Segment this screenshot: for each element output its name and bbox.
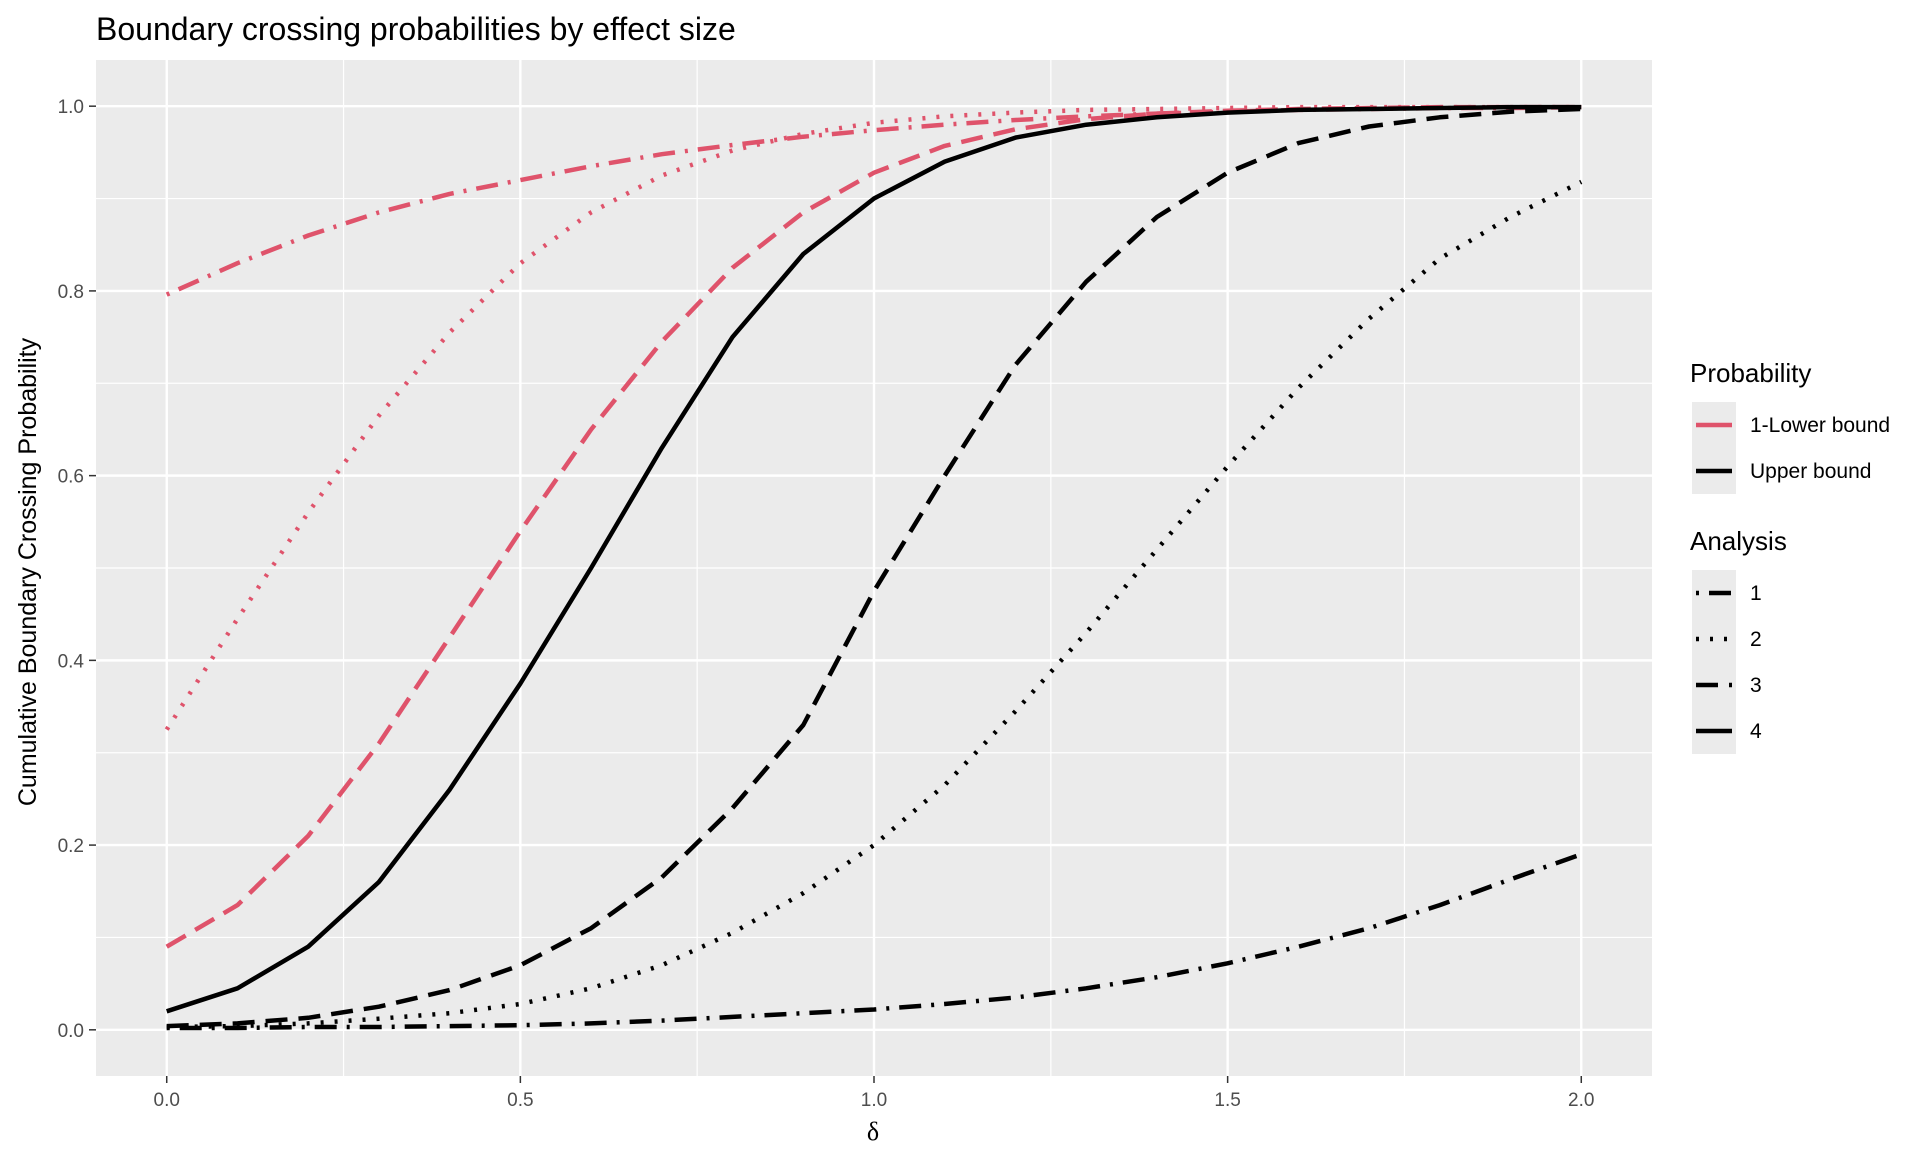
x-tick-label: 0.5 xyxy=(507,1090,533,1111)
y-tick-label: 0.8 xyxy=(58,282,84,303)
legend-item-label: 1-Lower bound xyxy=(1750,414,1890,437)
y-axis-title: Cumulative Boundary Crossing Probability xyxy=(14,337,42,806)
legend-item-label: 3 xyxy=(1750,674,1762,697)
legend-title-analysis: Analysis xyxy=(1690,526,1787,556)
series-line-lower-analysis-3 xyxy=(165,104,1582,949)
y-tick-label: 0.4 xyxy=(58,651,85,672)
legend-item-label: 2 xyxy=(1750,628,1762,651)
series-line-upper-analysis-4 xyxy=(166,104,1582,1014)
x-tick-label: 2.0 xyxy=(1568,1090,1594,1111)
y-tick-label: 0.2 xyxy=(58,836,84,857)
x-tick-label: 0.0 xyxy=(154,1090,180,1111)
y-tick-label: 0.6 xyxy=(58,467,84,488)
legend-key-background xyxy=(1692,616,1736,662)
legend-item-label: 1 xyxy=(1750,582,1762,605)
y-tick-label: 0.0 xyxy=(58,1021,84,1042)
legend-item-label: 4 xyxy=(1750,720,1762,743)
legend-title-probability: Probability xyxy=(1690,358,1811,388)
chart-title: Boundary crossing probabilities by effec… xyxy=(96,11,736,47)
series-line-upper-analysis-3 xyxy=(166,106,1582,1029)
series-line-upper-analysis-1 xyxy=(166,852,1583,1031)
legend-item-label: Upper bound xyxy=(1750,460,1871,483)
x-tick-label: 1.0 xyxy=(861,1090,887,1111)
y-tick-label: 1.0 xyxy=(58,97,84,118)
x-axis-title: δ xyxy=(867,1117,879,1146)
x-tick-label: 1.5 xyxy=(1214,1090,1240,1111)
